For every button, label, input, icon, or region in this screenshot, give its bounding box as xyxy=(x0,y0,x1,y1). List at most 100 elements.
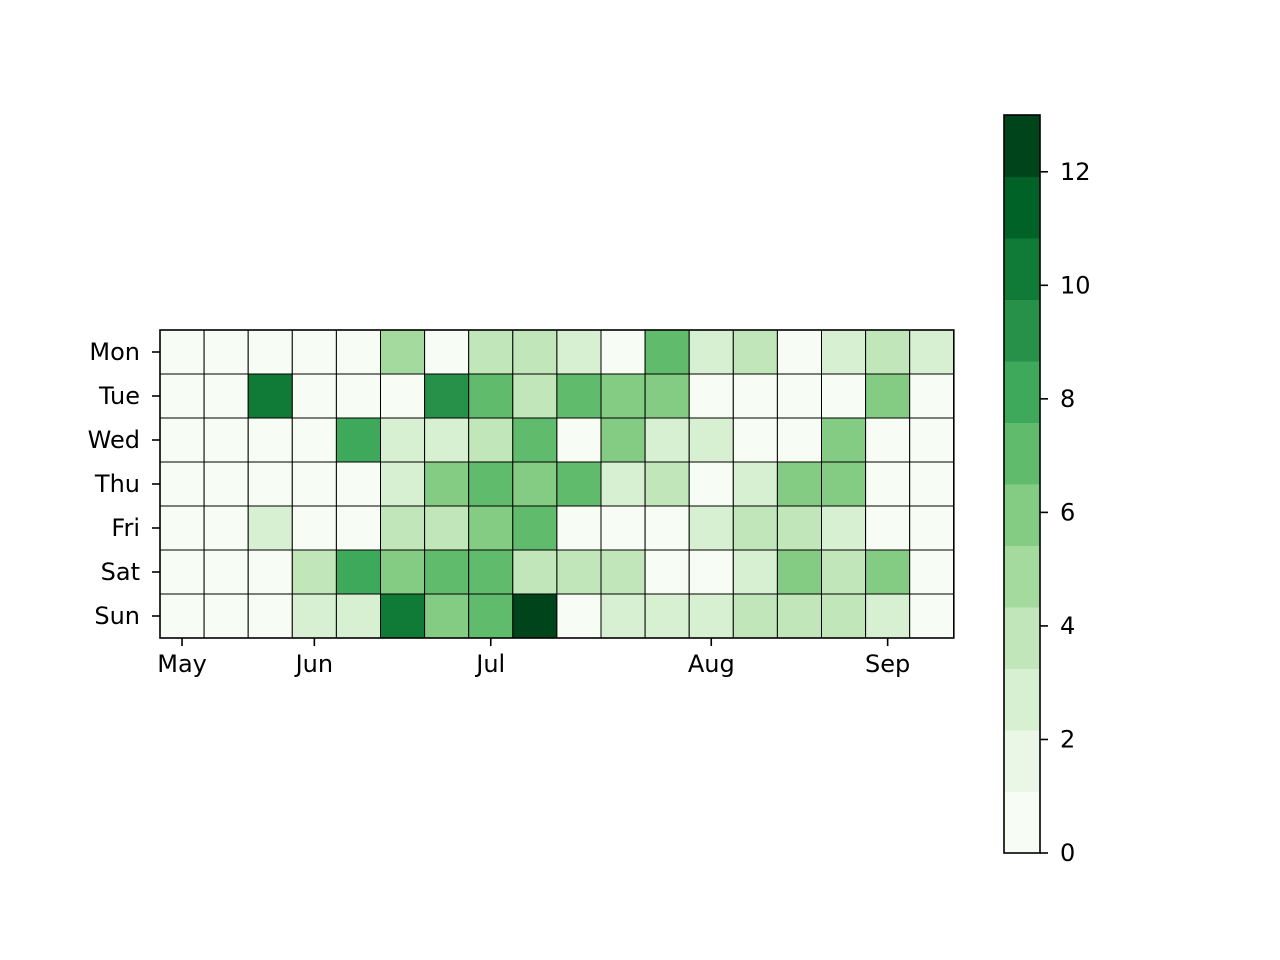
heatmap-cell xyxy=(247,417,293,463)
heatmap-cell xyxy=(512,593,558,639)
heatmap-cell xyxy=(865,505,911,551)
colorbar-swatch xyxy=(1004,484,1040,546)
heatmap-cell xyxy=(732,329,778,375)
heatmap-cell xyxy=(291,417,337,463)
heatmap-cell xyxy=(380,549,426,595)
heatmap-cell xyxy=(512,505,558,551)
heatmap-cell xyxy=(865,417,911,463)
heatmap-cell xyxy=(335,549,381,595)
heatmap-cell xyxy=(424,505,470,551)
heatmap-cell xyxy=(600,373,646,419)
heatmap-cell xyxy=(865,373,911,419)
heatmap-cell xyxy=(512,461,558,507)
colorbar-swatch xyxy=(1004,176,1040,239)
heatmap-cell xyxy=(512,417,558,463)
colorbar-frame xyxy=(1003,114,1041,854)
colorbar-swatch xyxy=(1004,545,1040,608)
heatmap-cell xyxy=(380,593,426,639)
heatmap-cell xyxy=(468,417,514,463)
heatmap-cell xyxy=(159,593,205,639)
heatmap-cell xyxy=(821,593,867,639)
heatmap-cell xyxy=(776,373,823,419)
colorbar-swatch xyxy=(1004,607,1040,669)
colorbar-tick-label: 6 xyxy=(1060,498,1075,526)
heatmap-cell xyxy=(909,329,955,375)
heatmap-cell xyxy=(776,329,823,375)
heatmap-cell xyxy=(247,329,293,375)
colorbar-swatch xyxy=(1004,422,1040,485)
heatmap-cell xyxy=(159,329,205,375)
heatmap-cell xyxy=(556,373,602,419)
colorbar-swatch xyxy=(1004,238,1040,300)
heatmap-cell xyxy=(644,549,690,595)
heatmap-cell xyxy=(380,461,426,507)
heatmap-cell xyxy=(291,505,337,551)
heatmap-cell xyxy=(159,505,205,551)
heatmap-cell xyxy=(468,373,514,419)
heatmap-cell xyxy=(600,505,646,551)
heatmap-cell xyxy=(688,549,734,595)
heatmap-cell xyxy=(159,417,205,463)
heatmap-cell xyxy=(203,593,249,639)
heatmap-cell xyxy=(909,593,955,639)
heatmap-cell xyxy=(291,329,337,375)
heatmap-cell xyxy=(865,461,911,507)
heatmap-cell xyxy=(732,549,778,595)
heatmap-cell xyxy=(600,329,646,375)
heatmap-cell xyxy=(600,461,646,507)
heatmap-cell xyxy=(335,417,381,463)
heatmap-cell xyxy=(247,373,293,419)
heatmap-cell xyxy=(688,505,734,551)
heatmap-cell xyxy=(512,549,558,595)
heatmap-cell xyxy=(688,593,734,639)
heatmap-cell xyxy=(468,461,514,507)
colorbar-swatch xyxy=(1004,730,1040,792)
heatmap-cell xyxy=(821,549,867,595)
x-tick-label: Sep xyxy=(865,650,910,678)
heatmap-cell xyxy=(335,329,381,375)
heatmap-cell xyxy=(909,549,955,595)
heatmap-cell xyxy=(159,461,205,507)
heatmap-cell xyxy=(203,461,249,507)
heatmap-cell xyxy=(821,329,867,375)
colorbar: 0 2 4 6 8 10 12 xyxy=(1003,114,1091,867)
colorbar-swatch xyxy=(1004,791,1040,854)
heatmap-cell xyxy=(512,329,558,375)
y-tick-label: Wed xyxy=(88,426,140,454)
heatmap-cell xyxy=(556,461,602,507)
y-tick-label: Fri xyxy=(111,514,140,542)
heatmap-cell xyxy=(291,461,337,507)
x-axis: May Jun Jul Aug Sep xyxy=(157,638,910,678)
heatmap-cell xyxy=(644,417,690,463)
heatmap-cell xyxy=(776,461,823,507)
colorbar-swatch xyxy=(1004,361,1040,423)
colorbar-tick-label: 12 xyxy=(1060,158,1091,186)
heatmap-cell xyxy=(512,373,558,419)
heatmap-cell xyxy=(424,593,470,639)
heatmap-cell xyxy=(600,549,646,595)
heatmap-cell xyxy=(909,505,955,551)
heatmap-cell xyxy=(424,329,470,375)
heatmap-cell xyxy=(203,505,249,551)
y-axis: Mon Tue Wed Thu Fri Sat Sun xyxy=(88,338,160,630)
heatmap-cell xyxy=(688,417,734,463)
heatmap-cell xyxy=(468,593,514,639)
heatmap-cell xyxy=(380,417,426,463)
heatmap-cell xyxy=(732,505,778,551)
x-tick-label: May xyxy=(157,650,207,678)
heatmap-cell xyxy=(380,373,426,419)
colorbar-tick-label: 8 xyxy=(1060,385,1075,413)
heatmap-cell xyxy=(203,417,249,463)
heatmap-cell xyxy=(556,505,602,551)
heatmap-cell xyxy=(644,329,690,375)
heatmap-cell xyxy=(732,373,778,419)
heatmap-cell xyxy=(335,373,381,419)
heatmap-cell xyxy=(732,417,778,463)
heatmap-cell xyxy=(335,505,381,551)
x-tick-label: Jun xyxy=(294,650,334,678)
heatmap-cell xyxy=(247,549,293,595)
heatmap-cell xyxy=(556,549,602,595)
heatmap-cell xyxy=(644,505,690,551)
heatmap-cell xyxy=(203,549,249,595)
colorbar-tick-label: 0 xyxy=(1060,839,1075,867)
